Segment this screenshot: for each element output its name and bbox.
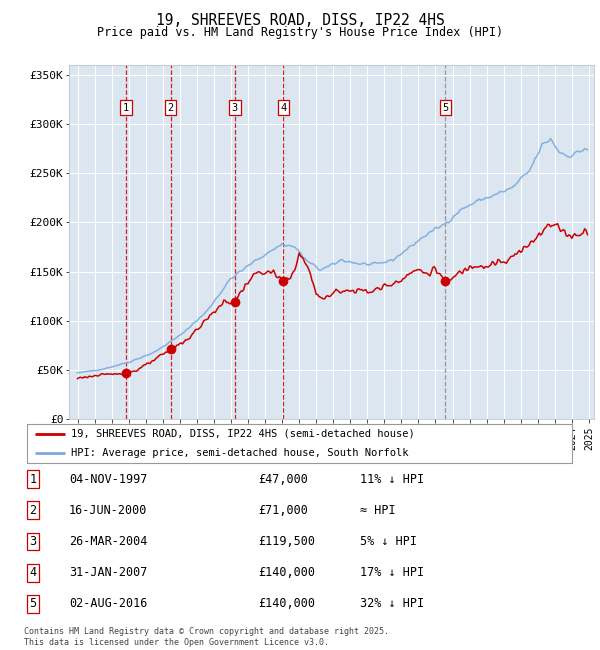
Text: ≈ HPI: ≈ HPI [360, 504, 395, 517]
FancyBboxPatch shape [27, 424, 572, 463]
Text: 26-MAR-2004: 26-MAR-2004 [69, 535, 148, 548]
Text: 5% ↓ HPI: 5% ↓ HPI [360, 535, 417, 548]
Text: Contains HM Land Registry data © Crown copyright and database right 2025.
This d: Contains HM Land Registry data © Crown c… [24, 627, 389, 647]
Text: 3: 3 [232, 103, 238, 112]
Text: 04-NOV-1997: 04-NOV-1997 [69, 473, 148, 486]
Text: 2: 2 [29, 504, 37, 517]
Text: Price paid vs. HM Land Registry's House Price Index (HPI): Price paid vs. HM Land Registry's House … [97, 26, 503, 39]
Text: 19, SHREEVES ROAD, DISS, IP22 4HS: 19, SHREEVES ROAD, DISS, IP22 4HS [155, 13, 445, 28]
Text: 3: 3 [29, 535, 37, 548]
Text: 1: 1 [123, 103, 129, 112]
Text: 32% ↓ HPI: 32% ↓ HPI [360, 597, 424, 610]
Text: 31-JAN-2007: 31-JAN-2007 [69, 566, 148, 579]
Text: £140,000: £140,000 [258, 597, 315, 610]
Text: 17% ↓ HPI: 17% ↓ HPI [360, 566, 424, 579]
Text: 16-JUN-2000: 16-JUN-2000 [69, 504, 148, 517]
Text: £71,000: £71,000 [258, 504, 308, 517]
Text: 19, SHREEVES ROAD, DISS, IP22 4HS (semi-detached house): 19, SHREEVES ROAD, DISS, IP22 4HS (semi-… [71, 429, 415, 439]
Text: 2: 2 [167, 103, 174, 112]
Text: 4: 4 [29, 566, 37, 579]
Text: 5: 5 [29, 597, 37, 610]
Text: 1: 1 [29, 473, 37, 486]
Text: 4: 4 [280, 103, 287, 112]
Text: £47,000: £47,000 [258, 473, 308, 486]
Text: 5: 5 [442, 103, 448, 112]
Text: HPI: Average price, semi-detached house, South Norfolk: HPI: Average price, semi-detached house,… [71, 448, 409, 458]
Text: £140,000: £140,000 [258, 566, 315, 579]
Text: 11% ↓ HPI: 11% ↓ HPI [360, 473, 424, 486]
Text: £119,500: £119,500 [258, 535, 315, 548]
Text: 02-AUG-2016: 02-AUG-2016 [69, 597, 148, 610]
